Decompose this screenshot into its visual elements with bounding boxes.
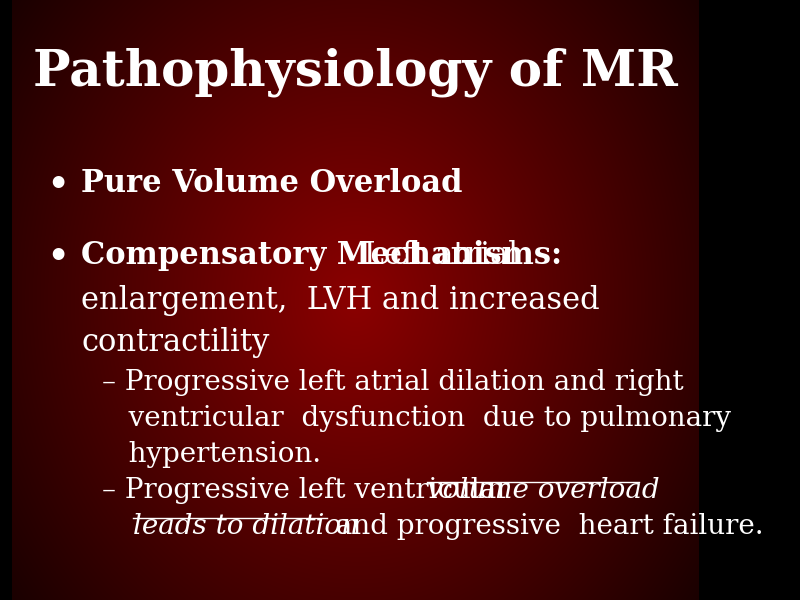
Text: – Progressive left atrial dilation and right: – Progressive left atrial dilation and r… bbox=[102, 369, 683, 396]
Text: volume overload: volume overload bbox=[427, 477, 660, 504]
Text: •: • bbox=[46, 168, 68, 201]
Text: Left atrial: Left atrial bbox=[354, 240, 518, 271]
Text: leads to dilation: leads to dilation bbox=[133, 513, 358, 540]
Text: contractility: contractility bbox=[81, 327, 270, 358]
Text: ventricular  dysfunction  due to pulmonary: ventricular dysfunction due to pulmonary bbox=[102, 405, 730, 432]
Text: Pathophysiology of MR: Pathophysiology of MR bbox=[34, 47, 678, 97]
Text: enlargement,  LVH and increased: enlargement, LVH and increased bbox=[81, 285, 600, 316]
Text: •: • bbox=[46, 240, 68, 273]
Text: Compensatory Mechanisms:: Compensatory Mechanisms: bbox=[81, 240, 562, 271]
Text: – Progressive left ventricular: – Progressive left ventricular bbox=[102, 477, 518, 504]
Text: and progressive  heart failure.: and progressive heart failure. bbox=[327, 513, 764, 540]
Text: hypertension.: hypertension. bbox=[102, 441, 321, 468]
Text: Pure Volume Overload: Pure Volume Overload bbox=[81, 168, 462, 199]
